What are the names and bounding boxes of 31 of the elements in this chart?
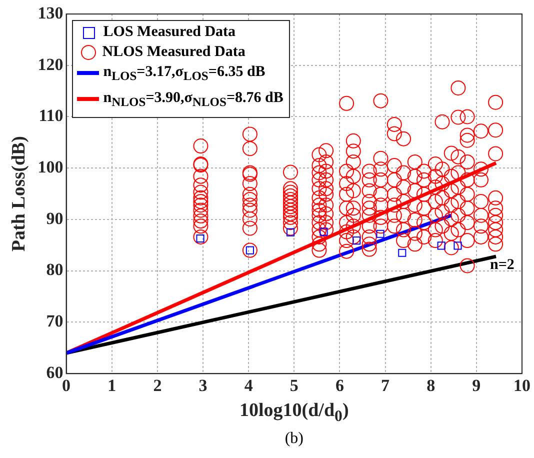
legend-label: NLOS Measured Data <box>102 44 246 60</box>
legend-label: n$_{LOS}$=3.17,σ$_{LOS}$=6.35 dB <box>103 64 266 83</box>
x-tick-label: 7 <box>381 376 390 396</box>
y-axis-title: Path Loss(dB) <box>8 136 30 252</box>
x-tick-label: 4 <box>244 376 254 396</box>
y-tick-label: 130 <box>38 3 64 22</box>
y-tick-label: 80 <box>46 260 64 280</box>
x-tick-label: 10 <box>514 376 530 396</box>
legend-label: LOS Measured Data <box>103 24 236 40</box>
x-tick-label: 0 <box>62 376 71 396</box>
point <box>454 242 462 250</box>
point <box>437 242 446 250</box>
x-tick-label: 2 <box>153 376 162 396</box>
y-tick-label: 120 <box>38 54 64 74</box>
x-tick-label: 5 <box>290 376 298 396</box>
y-tick-label: 60 <box>46 362 64 382</box>
y-tick-label: 90 <box>46 208 64 228</box>
y-tick-label: 110 <box>38 106 64 126</box>
x-axis-title: 10log10(d/d$_{0}$) <box>238 400 350 426</box>
point <box>376 230 384 238</box>
y-tick-label: 100 <box>38 158 64 177</box>
x-tick-label: 9 <box>472 376 481 396</box>
text: (b) <box>284 430 304 448</box>
x-tick-label: 8 <box>426 376 436 396</box>
x-tick-label: 3 <box>198 376 208 396</box>
annotation: n=2 <box>490 256 514 273</box>
point <box>398 248 406 257</box>
legend-label: n$_{NLOS}$=3.90,σ$_{NLOS}$=8.76 dB <box>103 90 284 109</box>
x-tick-label: 6 <box>335 376 344 396</box>
x-tick-label: 1 <box>108 376 116 396</box>
y-tick-label: 70 <box>46 312 64 331</box>
